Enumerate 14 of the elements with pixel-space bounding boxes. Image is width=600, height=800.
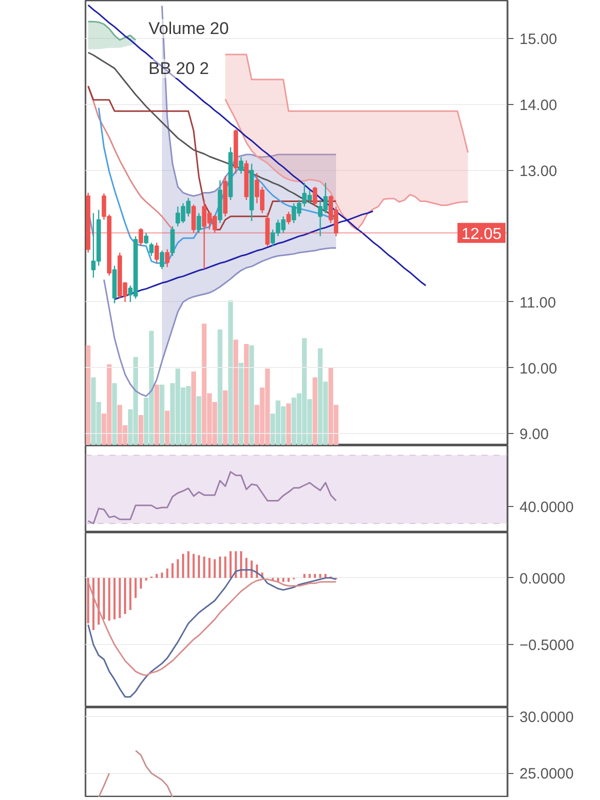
ref-line-label: 12.05 [461,226,502,243]
y-tick-label: 10.00 [520,360,558,378]
y-tick-label: 0.0000 [520,570,566,588]
annotation: BB 20 2 [148,59,209,78]
y-tick-label: −0.5000 [520,637,574,654]
y-tick-label: 30.0000 [520,709,574,726]
y-tick-label: 15.00 [520,31,558,48]
annotation: Volume 20 [148,19,229,38]
text: 40.0000 [520,498,574,516]
y-tick-label: 11.00 [520,294,556,312]
y-tick-label: 14.00 [520,97,558,114]
y-tick-label: 13.00 [520,162,558,180]
y-tick-label: 9.00 [520,426,549,444]
y-tick-label: 25.0000 [520,766,574,783]
